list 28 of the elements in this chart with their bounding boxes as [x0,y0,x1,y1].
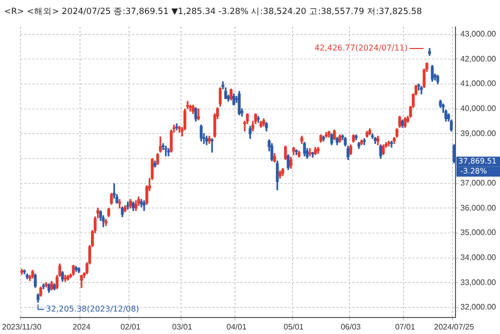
candlestick [197,108,200,120]
y-tick-label: 40,000.00 [460,104,497,113]
candlestick [390,140,393,148]
y-tick-label: 36,000.00 [460,203,497,212]
x-tick-label: 2024/07/25 [434,322,475,332]
x-tick-label: 07/01 [395,322,416,332]
annotation: 32,205.38(2023/12/08) [46,304,140,314]
candlestick [308,148,312,156]
annotation: 42,426.77(2024/07/11) [314,44,408,53]
y-tick-label: 32,000.00 [460,302,497,312]
y-tick-label: 41,000.00 [460,79,497,88]
x-tick-label: 03/01 [172,322,193,332]
y-tick-label: 43,000.00 [460,29,497,38]
y-tick-label: 39,000.00 [460,128,497,138]
x-tick-label: 2023/11/30 [2,322,42,332]
x-tick-label: 2024 [72,322,91,332]
x-tick-label: 06/03 [340,322,362,332]
y-tick-label: 33,000.00 [460,278,497,287]
candlestick [210,138,214,153]
x-tick-label: 02/01 [120,322,142,332]
x-tick-label: 05/01 [284,322,304,332]
y-tick-label: 37,000.00 [460,178,497,188]
y-tick-label: 42,000.00 [460,54,497,64]
chart-subtitle: <R> <해외> 2024/07/25 종:37,869.51 ▼1,285.34 -3.28% 시:38,524.20 고:38,557.79 저:37,825.58 [4,6,422,18]
y-tick-label: 34,000.00 [460,252,497,262]
x-tick-label: 04/01 [226,322,248,332]
y-tick-label: 35,000.00 [460,228,497,238]
candlestick [167,148,170,156]
